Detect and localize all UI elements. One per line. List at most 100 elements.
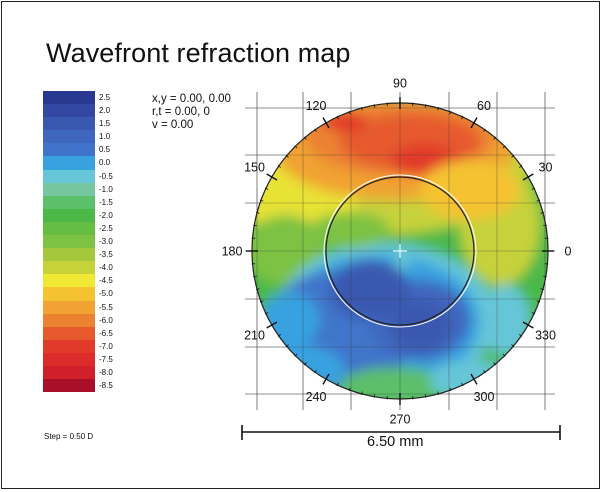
legend-label: 0.5: [99, 145, 111, 155]
legend-label: -1.5: [99, 197, 113, 207]
minor-tick: [518, 165, 523, 168]
legend-swatch: [43, 379, 95, 393]
minor-tick: [253, 224, 257, 227]
map-disc: [252, 103, 548, 399]
minor-tick: [264, 312, 269, 315]
legend-label: -7.5: [99, 354, 113, 364]
cursor-readout: x,y = 0.00, 0.00 r,t = 0.00, 0 v = 0.00: [152, 93, 231, 132]
step-label: Step = 0.50 D: [44, 432, 94, 441]
legend-item: -1.5: [43, 195, 113, 209]
angle-label: 180: [222, 245, 243, 259]
readout-rt: r,t = 0.00, 0: [152, 106, 210, 118]
minor-tick: [373, 104, 376, 108]
minor-tick: [536, 199, 541, 202]
minor-tick: [483, 369, 486, 374]
legend-swatch: [43, 287, 95, 301]
angle-labels: 0 30 60 90 120 150 180 210 240 270 300 330: [222, 77, 572, 427]
legend-swatch: [43, 339, 95, 353]
minor-tick: [493, 136, 497, 140]
legend-item: 2.5: [43, 91, 110, 105]
legend-label: -0.5: [99, 171, 113, 181]
legend-swatch: [43, 221, 95, 236]
minor-tick: [424, 394, 427, 398]
minor-tick: [348, 110, 351, 115]
minor-tick: [483, 128, 486, 133]
minor-tick: [277, 334, 282, 337]
minor-tick: [536, 300, 541, 303]
legend-label: -5.0: [99, 289, 113, 299]
scale-bar-label: 6.50 mm: [367, 434, 424, 450]
angle-label: 150: [244, 161, 265, 175]
major-tick: [266, 321, 278, 329]
minor-tick: [336, 115, 339, 120]
angle-label: 60: [477, 99, 491, 113]
legend-item: -1.0: [43, 182, 113, 196]
legend-swatch: [43, 274, 95, 288]
major-tick: [322, 117, 330, 129]
minor-tick: [314, 128, 317, 133]
legend-swatch: [43, 91, 95, 105]
angle-label: 90: [393, 77, 407, 91]
legend-label: -5.5: [99, 302, 113, 312]
legend-label: -8.5: [99, 381, 113, 391]
readout-xy: x,y = 0.00, 0.00: [152, 93, 231, 105]
major-tick: [470, 117, 478, 129]
minor-tick: [531, 312, 536, 315]
legend-item: -8.5: [43, 379, 113, 393]
legend-label: 1.0: [99, 132, 111, 142]
legend-swatch: [43, 143, 95, 157]
legend-label: -6.5: [99, 328, 113, 338]
legend-label: -1.0: [99, 184, 113, 194]
legend-item: 2.0: [43, 104, 110, 118]
legend-label: -2.0: [99, 210, 113, 220]
legend-label: -4.0: [99, 263, 113, 273]
legend-label: -2.5: [99, 223, 113, 233]
minor-tick: [303, 136, 307, 140]
minor-tick: [493, 362, 497, 366]
minor-tick: [264, 187, 269, 190]
minor-tick: [253, 275, 257, 278]
angle-label: 30: [539, 161, 553, 175]
legend-swatch: [43, 313, 95, 327]
legend-item: -8.0: [43, 365, 113, 380]
minor-tick: [361, 106, 363, 111]
minor-tick: [543, 224, 547, 227]
legend-swatch: [43, 169, 95, 183]
minor-tick: [277, 165, 282, 168]
legend-swatch: [43, 130, 95, 144]
angle-label: 330: [535, 329, 556, 343]
color-legend: 2.5 2.0 1.5 1.0 0.5 0.0 -0.5 -1.0 -1.5 -2.0 -2.5 -3…: [43, 91, 113, 393]
minor-tick: [543, 275, 547, 278]
legend-item: 1.5: [43, 117, 110, 131]
minor-tick: [511, 154, 515, 158]
legend-label: -7.0: [99, 341, 113, 351]
legend-item: -6.0: [43, 313, 113, 327]
legend-swatch: [43, 208, 95, 222]
angle-label: 270: [390, 413, 411, 427]
legend-item: -4.0: [43, 261, 113, 275]
legend-swatch: [43, 248, 95, 262]
angle-ticks: [246, 97, 554, 405]
legend-item: -6.5: [43, 326, 113, 340]
minor-tick: [361, 391, 363, 396]
minor-tick: [449, 387, 452, 392]
legend-item: -7.0: [43, 339, 113, 353]
legend-label: 0.0: [99, 158, 111, 168]
legend-swatch: [43, 104, 95, 118]
minor-tick: [303, 362, 307, 366]
major-tick: [322, 373, 330, 385]
major-tick: [266, 173, 278, 181]
major-tick: [470, 373, 478, 385]
minor-tick: [461, 382, 464, 387]
legend-label: -3.5: [99, 250, 113, 260]
legend-label: 1.5: [99, 119, 111, 129]
minor-tick: [511, 344, 515, 348]
legend-swatch: [43, 182, 95, 196]
legend-swatch: [43, 326, 95, 340]
minor-tick: [502, 145, 506, 149]
minor-tick: [294, 145, 298, 149]
legend-item: -2.0: [43, 208, 113, 222]
minor-tick: [285, 154, 289, 158]
